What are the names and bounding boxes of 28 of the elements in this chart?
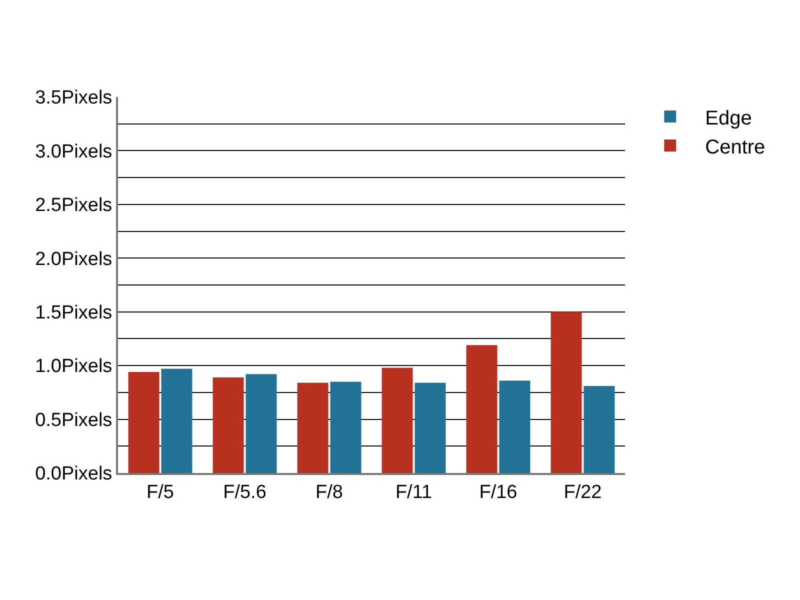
x-tick-label: F/8 (316, 482, 343, 503)
y-tick-label: 0.5Pixels (35, 410, 112, 431)
y-tick-label: 2.0Pixels (35, 248, 112, 270)
bar (330, 382, 362, 473)
y-tick-label: 3.5Pixels (35, 88, 112, 109)
legend-label: Centre (705, 136, 766, 158)
y-tick-label: 0.0Pixels (35, 464, 112, 485)
y-tick-label: 3.0Pixels (35, 141, 112, 162)
bar (212, 377, 244, 473)
bar (382, 368, 413, 473)
bar (466, 345, 498, 473)
bar (246, 374, 277, 473)
legend-label: Edge (705, 107, 752, 130)
x-tick-label: F/5.6 (223, 482, 266, 503)
bar (499, 380, 530, 473)
bar (128, 372, 160, 473)
bar (414, 382, 446, 473)
y-tick-label: 1.0Pixels (35, 356, 112, 378)
x-tick-label: F/22 (564, 482, 602, 503)
x-tick-label: F/5 (146, 482, 174, 503)
bar (161, 368, 192, 473)
bar (584, 386, 615, 473)
bar (550, 312, 582, 473)
y-tick-label: 1.5Pixels (35, 302, 112, 324)
x-tick-label: F/11 (395, 482, 432, 503)
y-tick-label: 2.5Pixels (35, 195, 112, 216)
bar (297, 382, 328, 473)
x-tick-label: F/16 (479, 482, 518, 503)
